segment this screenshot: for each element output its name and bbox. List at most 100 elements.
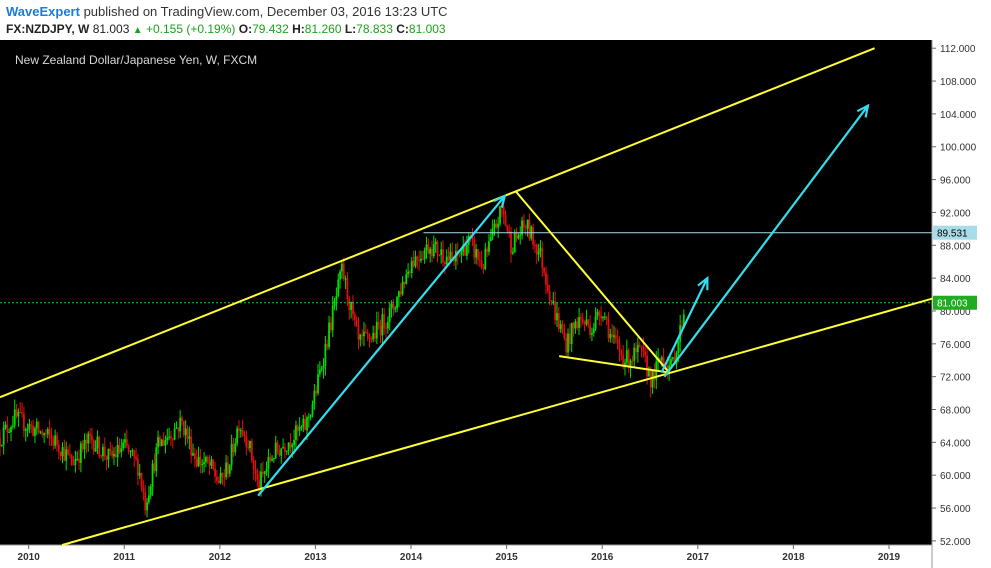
candle bbox=[261, 461, 264, 478]
candle-body bbox=[390, 303, 393, 308]
candle-body bbox=[379, 325, 382, 336]
candle bbox=[74, 450, 77, 473]
candle-body bbox=[543, 267, 546, 273]
candle-body bbox=[56, 435, 58, 445]
candle-body bbox=[383, 314, 386, 328]
candle bbox=[600, 305, 603, 326]
symbol-label[interactable]: FX:NZDJPY, W bbox=[6, 22, 90, 36]
candle bbox=[118, 438, 121, 454]
candle-body bbox=[504, 214, 507, 226]
candle bbox=[614, 327, 617, 344]
candle bbox=[43, 432, 46, 443]
candle bbox=[298, 416, 301, 437]
candle bbox=[335, 287, 338, 311]
candle-body bbox=[440, 249, 443, 255]
candle bbox=[488, 233, 490, 256]
candle bbox=[214, 462, 216, 484]
candle-body bbox=[473, 239, 476, 258]
candle bbox=[289, 432, 292, 454]
candle-body bbox=[265, 468, 268, 472]
candle-body bbox=[466, 244, 468, 256]
candle-body bbox=[241, 429, 244, 435]
candle bbox=[423, 247, 426, 264]
candle bbox=[147, 485, 150, 505]
candle-body bbox=[0, 444, 3, 447]
candle bbox=[329, 317, 332, 334]
candle bbox=[436, 240, 439, 263]
candle bbox=[274, 435, 277, 459]
candle bbox=[302, 414, 305, 432]
candle bbox=[136, 453, 139, 486]
candle-body bbox=[142, 487, 145, 493]
current-price-badge-text: 81.003 bbox=[937, 299, 968, 310]
price-chart[interactable]: 112.000 108.000 104.000 100.000 96.000 92.000… bbox=[0, 40, 991, 568]
candle bbox=[307, 413, 310, 428]
candle bbox=[570, 322, 573, 352]
candle-body bbox=[225, 462, 228, 478]
candle-body bbox=[499, 206, 501, 224]
y-tick-label: 64.000 bbox=[940, 438, 971, 449]
candle-body bbox=[579, 317, 582, 319]
candle-body bbox=[114, 453, 117, 458]
candle bbox=[392, 298, 395, 316]
y-tick-label: 56.000 bbox=[940, 504, 971, 515]
candle bbox=[504, 210, 507, 227]
candle-body bbox=[204, 457, 207, 463]
candle-body bbox=[252, 460, 255, 470]
candle-body bbox=[670, 359, 672, 366]
candle bbox=[54, 429, 57, 449]
arrow-shaft bbox=[663, 105, 869, 378]
publisher-link[interactable]: WaveExpert bbox=[6, 4, 80, 19]
candle-body bbox=[344, 278, 347, 280]
candle bbox=[497, 216, 500, 238]
candle-body bbox=[300, 426, 303, 428]
candle-body bbox=[52, 438, 55, 446]
candle bbox=[46, 427, 49, 439]
candle-body bbox=[602, 316, 604, 319]
candle-body bbox=[96, 436, 99, 449]
candle bbox=[557, 306, 560, 333]
candle bbox=[197, 446, 200, 468]
chart-header: WaveExpert published on TradingView.com,… bbox=[0, 0, 991, 40]
candle-body bbox=[515, 233, 518, 239]
candle bbox=[341, 261, 343, 279]
candle bbox=[153, 453, 156, 474]
candle-body bbox=[486, 248, 489, 252]
candle-body bbox=[232, 443, 235, 453]
candle bbox=[607, 312, 610, 343]
candle-body bbox=[11, 425, 14, 428]
candle bbox=[374, 325, 376, 343]
candle-body bbox=[199, 456, 202, 465]
plot-area[interactable] bbox=[0, 40, 932, 545]
candle bbox=[39, 430, 42, 434]
candle bbox=[284, 442, 286, 459]
candle bbox=[293, 429, 296, 454]
y-tick-label: 100.000 bbox=[940, 143, 977, 154]
candle-body bbox=[254, 469, 257, 474]
candle-body bbox=[495, 223, 498, 228]
candle-body bbox=[239, 429, 242, 431]
candle-body bbox=[458, 254, 461, 256]
candle-body bbox=[405, 274, 408, 285]
y-tick-label: 76.000 bbox=[940, 340, 971, 351]
candle-body bbox=[89, 433, 91, 436]
time-axis[interactable] bbox=[0, 545, 991, 568]
candle bbox=[10, 425, 12, 442]
candle bbox=[471, 227, 474, 247]
candle bbox=[304, 412, 307, 431]
candle-body bbox=[640, 345, 643, 348]
candle-body bbox=[133, 450, 136, 457]
candle bbox=[256, 468, 259, 488]
candle-body bbox=[572, 323, 575, 329]
candle bbox=[328, 315, 330, 350]
candle-body bbox=[613, 335, 615, 338]
candle-body bbox=[129, 450, 132, 452]
channel-line bbox=[61, 297, 933, 546]
candle bbox=[609, 328, 612, 343]
price-axis[interactable] bbox=[932, 40, 991, 545]
candle-body bbox=[352, 301, 354, 314]
candle-body bbox=[256, 473, 259, 481]
candle-body bbox=[673, 357, 676, 365]
candle bbox=[282, 438, 284, 449]
candle bbox=[440, 241, 443, 264]
